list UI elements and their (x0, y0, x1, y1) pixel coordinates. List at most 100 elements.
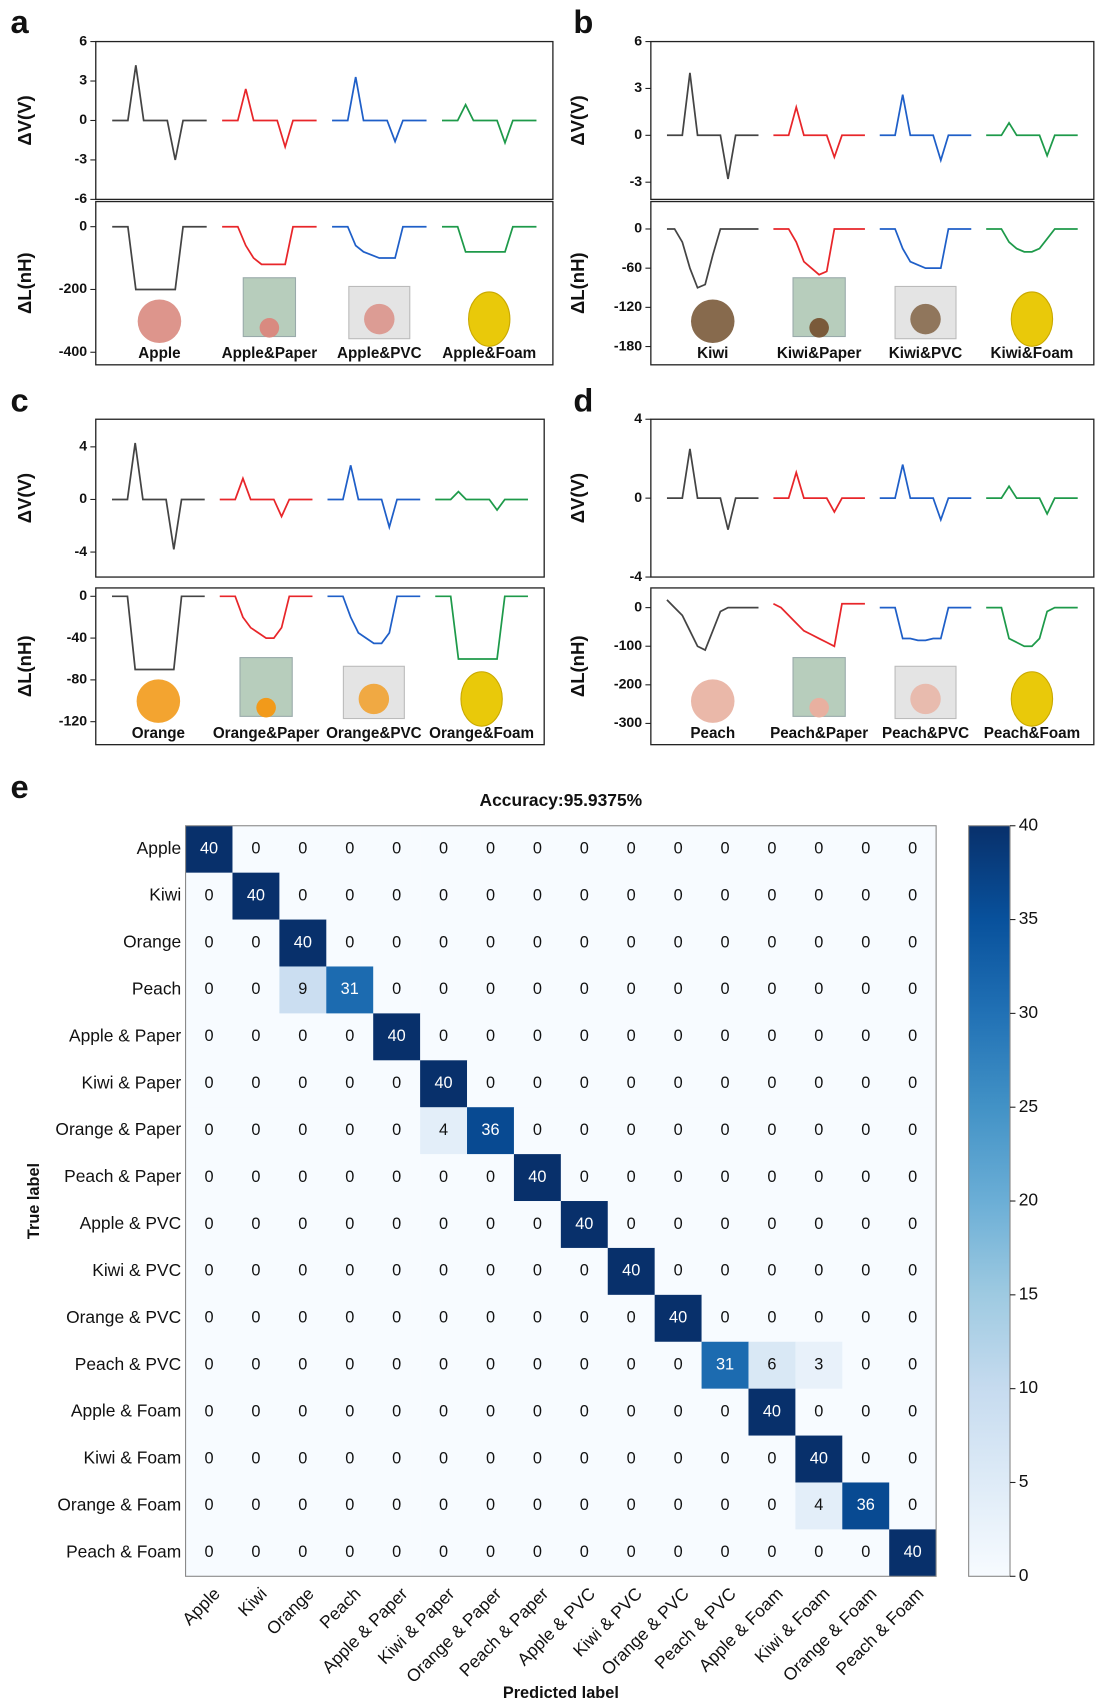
y-tick-label: 6 (634, 32, 642, 48)
cell-label: 0 (298, 1449, 307, 1467)
cell-label: 0 (533, 1027, 542, 1045)
cell-label: 0 (392, 1074, 401, 1092)
signal-trace (435, 492, 528, 510)
cell-label: 0 (861, 840, 870, 858)
cell-label: 40 (294, 933, 312, 951)
sample-label: Apple&Foam (442, 345, 536, 362)
y-axis-label: ΔV(V) (14, 95, 35, 145)
cell-label: 0 (533, 1074, 542, 1092)
sample-label: Peach&Foam (984, 725, 1080, 742)
cell-label: 0 (627, 1356, 636, 1374)
cell-label: 0 (861, 1449, 870, 1467)
cell-label: 4 (439, 1121, 448, 1139)
cell-label: 0 (345, 1496, 354, 1514)
cell-label: 0 (298, 886, 307, 904)
cell-label: 0 (204, 1215, 213, 1233)
cell-label: 0 (767, 980, 776, 998)
cell-label: 0 (392, 1356, 401, 1374)
y-tick-label: 4 (634, 410, 642, 426)
cell-label: 0 (720, 1121, 729, 1139)
signal-trace (435, 596, 528, 659)
cell-label: 0 (580, 1356, 589, 1374)
cell-label: 0 (720, 1402, 729, 1420)
photo (1011, 292, 1052, 346)
cell-label: 0 (814, 1543, 823, 1561)
colorbar-tick-label: 0 (1019, 1565, 1029, 1585)
colorbar-tick-label: 25 (1019, 1096, 1038, 1116)
colorbar-tick-label: 10 (1019, 1377, 1038, 1397)
y-axis-label: ΔL(nH) (14, 252, 35, 314)
cell-label: 6 (767, 1356, 776, 1374)
cell-label: 0 (580, 1168, 589, 1186)
cell-label: 0 (814, 1262, 823, 1280)
cell-label: 0 (204, 886, 213, 904)
cell-label: 0 (533, 980, 542, 998)
cell-label: 0 (767, 840, 776, 858)
cell-label: 0 (533, 1449, 542, 1467)
y-tick-label: 6 (79, 32, 87, 48)
cell-label: 0 (767, 1121, 776, 1139)
cell-label: 0 (204, 1027, 213, 1045)
cell-label: 0 (674, 1543, 683, 1561)
cell-label: 0 (720, 1215, 729, 1233)
signal-trace (222, 227, 316, 265)
photo (1011, 672, 1052, 726)
cell-label: 0 (720, 1496, 729, 1514)
photo (910, 304, 940, 334)
signal-trace (880, 608, 972, 641)
y-tick-label: -200 (59, 280, 87, 296)
cell-label: 0 (674, 933, 683, 951)
cell-label: 0 (580, 980, 589, 998)
signal-trace (220, 596, 313, 638)
colorbar-tick-label: 35 (1019, 908, 1038, 928)
signal-trace (986, 608, 1078, 647)
cell-label: 0 (861, 1356, 870, 1374)
cell-label: 0 (861, 1027, 870, 1045)
cell-label: 0 (439, 933, 448, 951)
signal-trace (880, 465, 972, 520)
panel-letter: a (11, 3, 30, 40)
cell-label: 0 (627, 886, 636, 904)
cell-label: 0 (486, 1215, 495, 1233)
cell-label: 0 (298, 1262, 307, 1280)
cell-label: 0 (627, 1027, 636, 1045)
signal-trace (112, 65, 206, 160)
cell-label: 0 (392, 1496, 401, 1514)
y-tick-label: 3 (79, 72, 87, 88)
cell-label: 0 (298, 1074, 307, 1092)
cell-label: 0 (767, 933, 776, 951)
cell-label: 0 (674, 980, 683, 998)
sample-label: Apple (138, 345, 180, 362)
cell-label: 0 (298, 1402, 307, 1420)
cell-label: 0 (627, 1074, 636, 1092)
cell-label: 0 (814, 1027, 823, 1045)
cell-label: 0 (486, 1449, 495, 1467)
cell-label: 0 (814, 1121, 823, 1139)
signal-trace (442, 105, 536, 143)
cell-label: 40 (904, 1543, 922, 1561)
sample-label: Peach&Paper (770, 725, 868, 742)
cell-label: 0 (908, 886, 917, 904)
cell-label: 0 (533, 1543, 542, 1561)
cell-label: 0 (486, 886, 495, 904)
cell-label: 0 (580, 1496, 589, 1514)
y-tick-label: -100 (614, 637, 642, 653)
y-axis-label: ΔV(V) (567, 473, 588, 523)
cell-label: 0 (439, 1215, 448, 1233)
y-tick-label: 0 (79, 217, 87, 233)
y-tick-label: Peach & Paper (64, 1166, 181, 1186)
cell-label: 0 (298, 1356, 307, 1374)
cell-label: 36 (481, 1121, 499, 1139)
cell-label: 0 (861, 1168, 870, 1186)
cell-label: 0 (533, 1215, 542, 1233)
cell-label: 4 (814, 1496, 823, 1514)
cell-label: 0 (767, 1309, 776, 1327)
signal-trace (327, 596, 420, 643)
photo (691, 679, 735, 723)
cell-label: 0 (392, 933, 401, 951)
cell-label: 0 (814, 840, 823, 858)
cell-label: 0 (298, 1496, 307, 1514)
cell-label: 0 (392, 980, 401, 998)
cell-label: 0 (814, 980, 823, 998)
cell-label: 0 (908, 933, 917, 951)
